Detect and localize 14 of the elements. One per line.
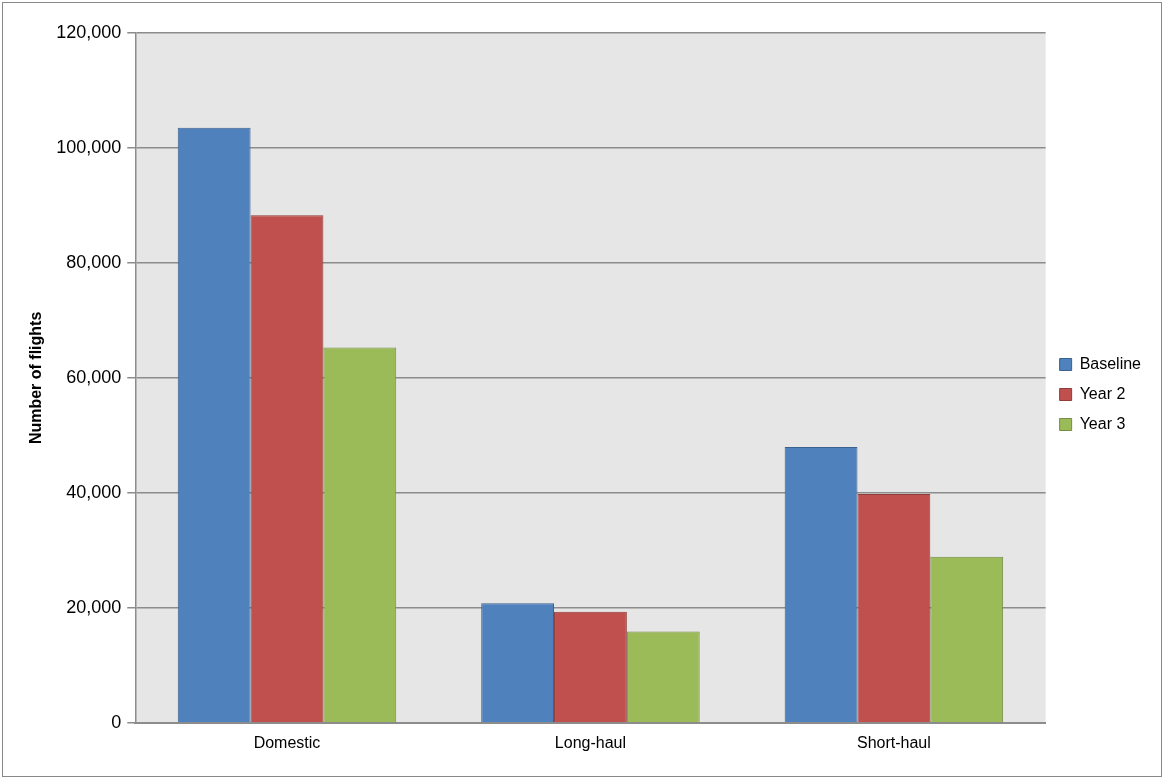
x-tick-label: Short-haul bbox=[856, 733, 931, 751]
y-tick-label: 80,000 bbox=[66, 251, 122, 272]
y-tick-label: 20,000 bbox=[66, 596, 122, 617]
y-tick-label: 120,000 bbox=[56, 21, 122, 42]
y-tick-label: 40,000 bbox=[66, 481, 122, 502]
legend-label: Year 3 bbox=[1079, 414, 1126, 432]
legend-label: Year 2 bbox=[1079, 384, 1126, 402]
legend-label: Baseline bbox=[1079, 354, 1142, 372]
y-tick-label: 0 bbox=[111, 711, 122, 732]
x-tick-label: Domestic bbox=[253, 733, 321, 751]
y-tick-label: 60,000 bbox=[66, 366, 122, 387]
x-tick-label: Long-haul bbox=[554, 733, 627, 751]
y-axis-title: Number of flights bbox=[27, 311, 45, 445]
y-tick-label: 100,000 bbox=[56, 136, 122, 157]
